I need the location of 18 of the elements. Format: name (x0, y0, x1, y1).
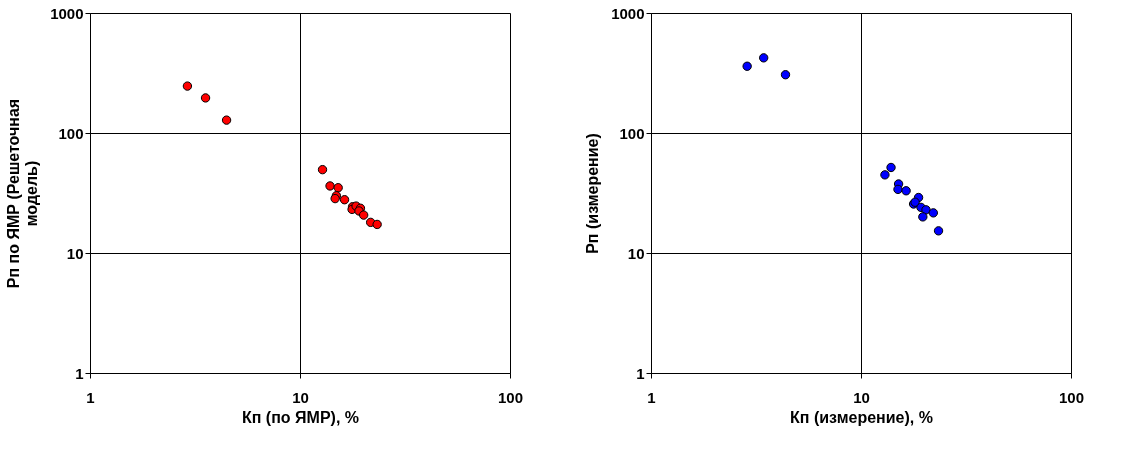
y-tick-label: 1000 (50, 4, 84, 22)
y-axis-title: Рп по ЯМР (Решеточная модель) (5, 98, 41, 289)
y-tick-label: 10 (627, 244, 645, 262)
x-axis-title: Кп (измерение), % (790, 408, 933, 426)
y-tick-label: 100 (58, 124, 84, 142)
y-tick-label: 1000 (611, 4, 645, 22)
x-tick-label: 1 (647, 388, 656, 406)
y-axis-title: Рп (измерение) (584, 133, 602, 254)
y-tick-label: 10 (66, 244, 84, 262)
x-tick-label: 10 (853, 388, 870, 406)
x-tick-label: 100 (1058, 388, 1085, 406)
y-tick-label: 100 (619, 124, 645, 142)
x-tick-label: 10 (292, 388, 309, 406)
x-axis-title: Кп (по ЯМР), % (241, 408, 360, 426)
y-tick-label: 1 (636, 364, 645, 382)
x-tick-label: 1 (86, 388, 95, 406)
x-tick-label: 100 (497, 388, 524, 406)
y-tick-label: 1 (75, 364, 84, 382)
